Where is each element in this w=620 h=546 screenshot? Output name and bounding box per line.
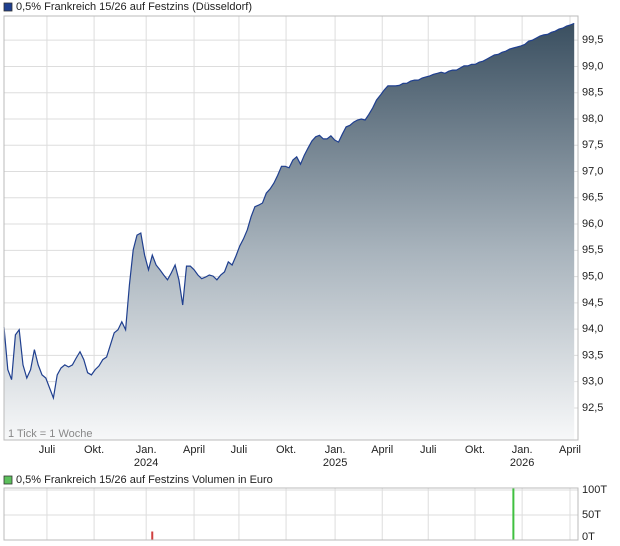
x-tick-label: Jan.	[136, 444, 157, 456]
price-line	[3, 22, 575, 401]
y-tick-label: 95,5	[582, 244, 603, 256]
y-tick-label: 98,5	[582, 87, 603, 99]
x-tick-label: April	[559, 444, 581, 456]
x-tick-label: Juli	[39, 444, 56, 456]
y-tick-label: 95,0	[582, 271, 603, 283]
y-tick-label: 97,5	[582, 139, 603, 151]
y-tick-label: 94,5	[582, 297, 603, 309]
y-tick-label: 50T	[582, 509, 601, 521]
y-tick-label: 93,5	[582, 349, 603, 361]
y-tick-label: 100T	[582, 484, 607, 496]
area	[4, 23, 575, 441]
volume-bar	[512, 488, 515, 540]
x-tick-year: 2024	[134, 457, 158, 469]
y-tick-label: 0T	[582, 531, 595, 543]
volume-bar	[151, 531, 154, 540]
x-tick-label: April	[183, 444, 205, 456]
x-tick-year: 2026	[510, 457, 534, 469]
y-tick-label: 96,0	[582, 218, 603, 230]
y-tick-label: 92,5	[582, 402, 603, 414]
plot-frame	[3, 15, 579, 441]
x-tick-label: Juli	[420, 444, 437, 456]
x-tick-label: Okt.	[465, 444, 485, 456]
plot-frame	[3, 487, 579, 541]
x-tick-year: 2025	[323, 457, 347, 469]
x-tick-label: Okt.	[276, 444, 296, 456]
x-tick-label: Jan.	[512, 444, 533, 456]
y-tick-label: 99,5	[582, 34, 603, 46]
note: 1 Tick = 1 Woche	[8, 428, 92, 440]
legend-swatch	[3, 2, 13, 12]
y-tick-label: 94,0	[582, 323, 603, 335]
y-tick-label: 96,5	[582, 192, 603, 204]
y-tick-label: 99,0	[582, 60, 603, 72]
legend-label: 0,5% Frankreich 15/26 auf Festzins (Düss…	[16, 1, 252, 13]
x-tick-label: Jan.	[325, 444, 346, 456]
x-tick-label: Okt.	[84, 444, 104, 456]
legend-swatch	[3, 475, 13, 485]
y-tick-label: 97,0	[582, 165, 603, 177]
x-tick-label: April	[371, 444, 393, 456]
x-tick-label: Juli	[231, 444, 248, 456]
y-tick-label: 93,0	[582, 376, 603, 388]
y-tick-label: 98,0	[582, 113, 603, 125]
legend-label: 0,5% Frankreich 15/26 auf Festzins Volum…	[16, 474, 273, 486]
